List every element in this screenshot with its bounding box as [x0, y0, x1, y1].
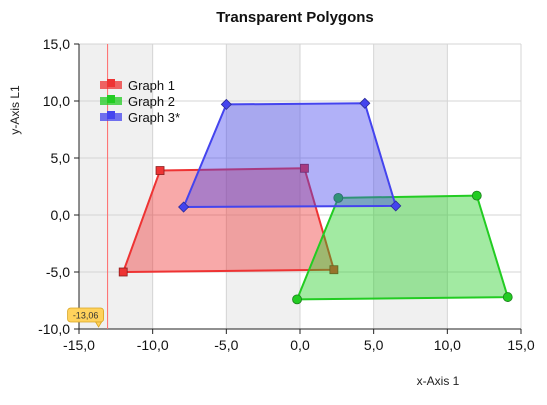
x-tick-label: -5,0 [214, 337, 238, 353]
legend-item[interactable]: Graph 1 [100, 78, 175, 93]
y-axis-label: y-Axis L1 [8, 85, 22, 135]
data-point[interactable] [359, 97, 371, 109]
data-point[interactable] [178, 201, 190, 213]
data-point[interactable] [390, 200, 402, 212]
legend-item[interactable]: Graph 3* [100, 110, 180, 125]
x-tick-label: -15,0 [63, 337, 95, 353]
data-point[interactable] [300, 163, 309, 173]
data-point[interactable] [292, 294, 302, 305]
series-layer [118, 97, 513, 305]
data-point[interactable] [333, 192, 344, 203]
series-2 [292, 190, 513, 305]
data-point[interactable] [471, 190, 482, 201]
x-tick-label: 5,0 [364, 337, 384, 353]
legend-label: Graph 2 [128, 94, 175, 109]
legend-marker [107, 111, 115, 119]
y-tick-label: -5,0 [46, 264, 70, 280]
x-tick-label: 10,0 [434, 337, 461, 353]
y-tick-label: 15,0 [43, 36, 70, 52]
x-tick-label: 0,0 [290, 337, 310, 353]
legend-item[interactable]: Graph 2 [100, 94, 175, 109]
y-tick-label: 0,0 [51, 207, 71, 223]
y-tick-labels: -10,0 -5,0 0,0 5,0 10,0 15,0 [38, 36, 70, 337]
grid-band [79, 44, 153, 329]
legend-marker [107, 79, 115, 87]
grid-band [226, 44, 300, 329]
y-tick-label: 5,0 [51, 150, 71, 166]
legend-marker [107, 95, 115, 103]
legend-label: Graph 3* [128, 110, 180, 125]
data-point[interactable] [220, 98, 232, 110]
axes [74, 43, 522, 334]
series-1 [118, 163, 339, 277]
series-3 [178, 97, 402, 213]
x-tick-label: 15,0 [507, 337, 534, 353]
x-axis-label: x-Axis 1 [417, 374, 460, 388]
y-tick-label: -10,0 [38, 321, 70, 337]
data-point[interactable] [502, 292, 513, 302]
chart-title: Transparent Polygons [216, 9, 374, 26]
legend-label: Graph 1 [128, 78, 175, 93]
y-tick-label: 10,0 [43, 93, 70, 109]
data-point[interactable] [329, 265, 339, 275]
grid-band [373, 44, 448, 329]
data-point[interactable] [118, 267, 128, 277]
data-point[interactable] [155, 166, 165, 175]
cursor-value-label: -13,06 [73, 311, 99, 321]
cursor-value-badge [67, 307, 104, 323]
x-tick-label: -10,0 [137, 337, 169, 353]
x-tick-labels: -15,0 -10,0 -5,0 0,0 5,0 10,0 15,0 [63, 337, 535, 353]
cursor-badge-pointer [94, 321, 103, 328]
cursor-line[interactable]: -13,06 [67, 44, 109, 329]
